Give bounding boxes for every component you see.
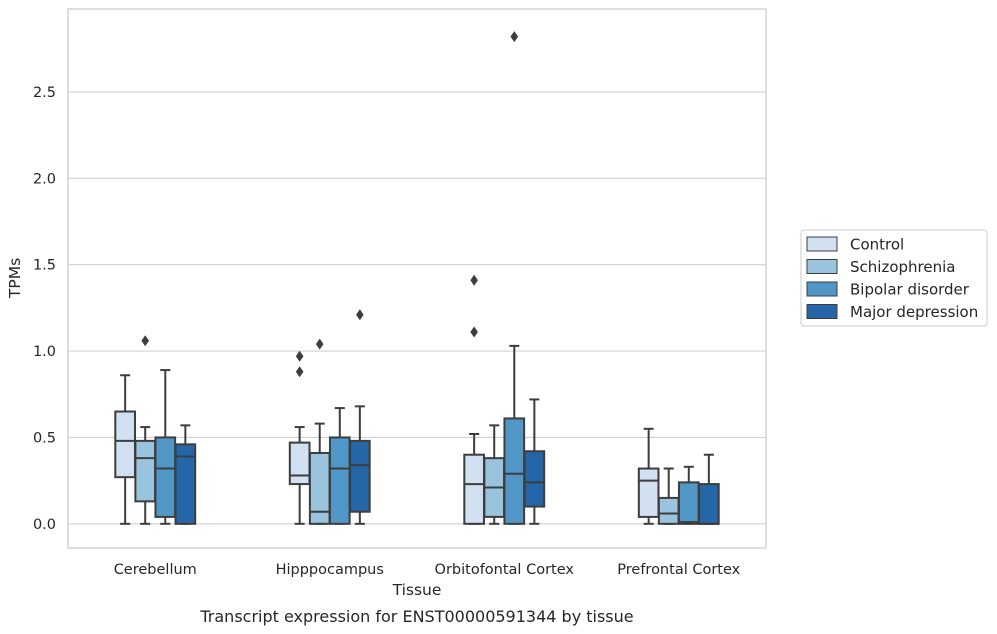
box-iqr [349, 439, 371, 513]
y-tick-label: 0.0 [33, 517, 56, 533]
box-schizophrenia [483, 424, 506, 525]
boxes [114, 31, 720, 525]
outlier-point [315, 338, 324, 350]
legend-items: Control Schizophrenia Bipolar disorder Majo… [806, 236, 978, 321]
box-control [463, 274, 485, 525]
box-schizophrenia [308, 338, 331, 525]
outlier-point [470, 274, 478, 286]
box-major-depression [174, 424, 197, 525]
box-iqr [114, 410, 136, 479]
x-axis-label: Tissue [392, 581, 442, 599]
box-major-depression [349, 309, 371, 525]
box-iqr [698, 483, 720, 525]
box-control [114, 374, 136, 525]
plot-frame [67, 8, 767, 549]
box-iqr [657, 496, 680, 525]
x-tick-label: Cerebellum [114, 562, 197, 578]
legend-swatch [806, 259, 838, 274]
legend-swatch [806, 304, 838, 319]
box-iqr [637, 467, 660, 518]
box-bipolar-disorder [328, 407, 351, 525]
figure-caption: Transcript expression for ENST0000059134… [199, 607, 633, 626]
x-tick-label: Prefrontal Cortex [617, 562, 740, 578]
legend-label: Bipolar disorder [850, 281, 970, 299]
box-major-depression [698, 453, 720, 525]
box-control [637, 427, 660, 525]
box-iqr [174, 443, 197, 525]
y-tick-label: 0.5 [33, 430, 56, 446]
y-tick-label: 2.5 [33, 85, 56, 101]
box-iqr [308, 451, 331, 525]
y-tick-label: 1.0 [33, 344, 56, 360]
legend-swatch [806, 281, 838, 297]
box-iqr [328, 436, 351, 525]
outlier-point [295, 350, 304, 362]
legend-frame [800, 229, 988, 327]
box-iqr [677, 481, 700, 525]
box-schizophrenia [134, 335, 157, 525]
y-tick-label: 2.0 [33, 171, 56, 187]
box-bipolar-disorder [503, 31, 526, 525]
box-iqr [503, 417, 526, 525]
x-tick-labels: Cerebellum Hipppocampus Orbitofontal Corte… [114, 562, 741, 578]
outlier-point [470, 326, 478, 338]
x-tick-label: Hipppocampus [276, 562, 384, 578]
box-schizophrenia [657, 467, 680, 525]
legend-label: Major depression [850, 303, 978, 321]
y-tick-label: 1.5 [33, 258, 56, 274]
legend-swatch [806, 236, 838, 252]
y-axis-label: TPMs [6, 258, 24, 299]
legend-label: Control [850, 236, 904, 254]
box-bipolar-disorder [154, 369, 177, 525]
box-iqr [463, 453, 485, 525]
box-bipolar-disorder [677, 465, 700, 525]
box-control [288, 350, 311, 525]
y-tick-labels: 0.0 0.5 1.0 1.5 2.0 2.5 [33, 85, 56, 533]
x-tick-label: Orbitofontal Cortex [435, 562, 575, 578]
outlier-point [356, 309, 364, 321]
box-iqr [154, 436, 177, 518]
box-iqr [523, 450, 546, 508]
legend: Control Schizophrenia Bipolar disorder Majo… [800, 229, 988, 327]
box-iqr [134, 439, 157, 503]
box-iqr [288, 441, 311, 486]
box-major-depression [523, 398, 546, 525]
outlier-point [510, 31, 519, 43]
legend-label: Schizophrenia [850, 258, 955, 276]
outlier-point [141, 335, 150, 347]
outlier-point [295, 366, 304, 378]
